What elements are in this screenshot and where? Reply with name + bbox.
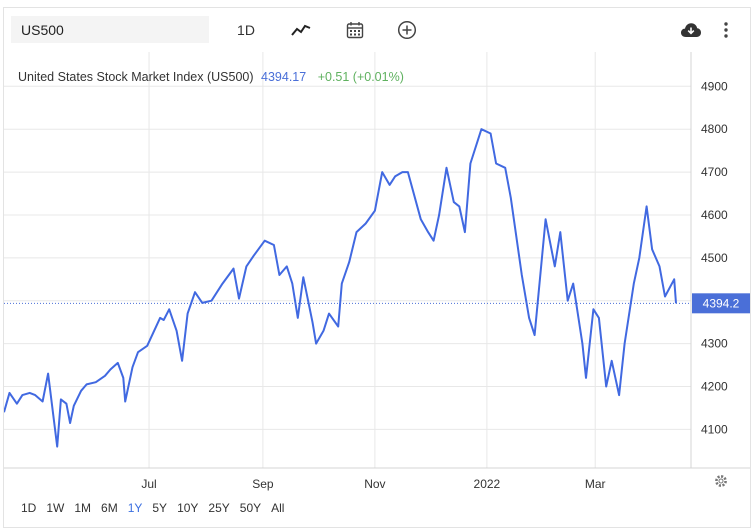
y-tick-label: 4300 [701,337,728,351]
y-tick-label: 4800 [701,122,728,136]
x-tick-label: Nov [364,477,385,491]
range-button-all[interactable]: All [271,501,285,515]
calendar-button[interactable] [340,16,370,43]
range-button-25y[interactable]: 25Y [208,501,230,515]
symbol-input[interactable] [11,16,209,43]
y-tick-label: 4500 [701,251,728,265]
range-button-1w[interactable]: 1W [46,501,65,515]
range-button-1m[interactable]: 1M [74,501,92,515]
y-tick-label: 4100 [701,422,728,436]
more-options-button[interactable] [714,16,738,43]
current-price: 4394.17 [261,70,306,84]
plus-circle-icon [397,20,417,39]
y-tick-label: 4900 [701,79,728,93]
range-button-6m[interactable]: 6M [101,501,118,515]
range-button-50y[interactable]: 50Y [239,501,262,515]
chart-type-button[interactable] [286,16,316,43]
x-tick-label: Sep [252,477,274,491]
calendar-icon [346,21,364,38]
x-tick-label: 2022 [474,477,501,491]
range-button-5y[interactable]: 5Y [152,501,168,515]
line-chart-icon [291,24,311,36]
range-selector: 1D 1W 1M 6M 1Y 5Y 10Y 25Y 50Y All [16,499,289,519]
download-button[interactable] [676,16,706,43]
settings-gear-icon [715,475,727,487]
x-tick-label: Jul [141,477,156,491]
current-price-label-group: 4394.2 [692,293,750,314]
download-cloud-icon [681,22,701,37]
range-button-1d[interactable]: 1D [21,501,37,515]
more-vertical-icon [724,21,728,38]
chart-header: United States Stock Market Index (US500)… [18,70,404,84]
chart-widget: 1D [3,7,751,528]
interval-button[interactable]: 1D [237,21,255,38]
settings-gear-button[interactable] [715,475,727,487]
price-series-line[interactable] [4,128,677,448]
y-tick-label: 4700 [701,165,728,179]
x-tick-label: Mar [585,477,606,491]
instrument-name: United States Stock Market Index (US500) [18,70,254,84]
y-tick-label: 4200 [701,380,728,394]
price-change: +0.51 (+0.01%) [318,70,404,84]
current-price-label: 4394.2 [703,296,740,310]
range-button-10y[interactable]: 10Y [177,501,199,515]
chart-toolbar: 1D [4,8,750,52]
price-chart[interactable]: 410042004300440045004600470048004900 Jul… [4,8,750,527]
y-tick-label: 4600 [701,208,728,222]
add-comparison-button[interactable] [392,16,422,43]
range-button-1y[interactable]: 1Y [127,501,143,515]
